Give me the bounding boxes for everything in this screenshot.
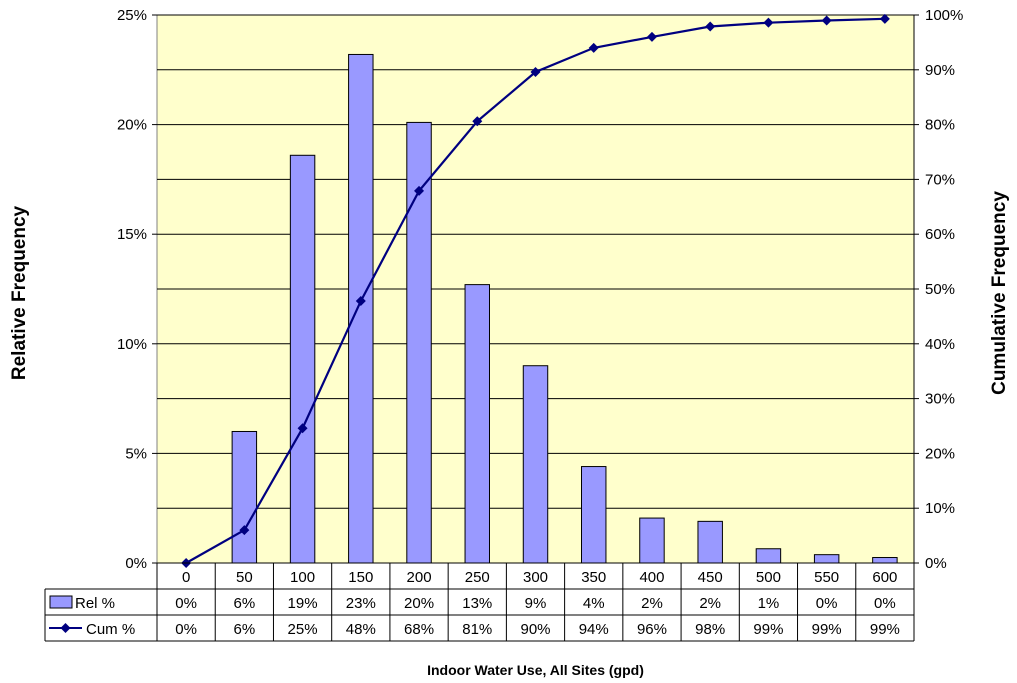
bar [522, 365, 549, 564]
cum-point [530, 66, 541, 77]
table-cell-rel: 0% [175, 595, 197, 612]
table-cell-cum: 99% [812, 621, 842, 638]
bar [289, 154, 316, 564]
x-category-label: 150 [348, 569, 373, 586]
x-category-label: 300 [523, 569, 548, 586]
cum-point [239, 525, 250, 536]
table-cell-cum: 0% [175, 621, 197, 638]
table-cell-cum: 96% [637, 621, 667, 638]
cum-point [414, 185, 425, 196]
y2-axis-title: Cumulative Frequency [989, 191, 1010, 395]
legend-key-cum-marker [60, 623, 71, 633]
left-axis: 0% 5% 10% 15% 20% 25% [117, 7, 157, 572]
x-category-label: 500 [756, 569, 781, 586]
table-cell-rel: 23% [346, 595, 376, 612]
y2-tick-label: 70% [925, 171, 955, 188]
x-axis-title: Indoor Water Use, All Sites (gpd) [427, 662, 644, 678]
table-cell-rel: 9% [525, 595, 547, 612]
bar [348, 53, 374, 564]
y-tick-label: 10% [117, 336, 147, 353]
table-cell-cum: 99% [753, 621, 783, 638]
x-category-label: 550 [814, 569, 839, 586]
y-tick-label: 5% [125, 445, 147, 462]
table-cell-rel: 1% [758, 595, 780, 612]
x-category-label: 0 [182, 569, 190, 586]
y-tick-label: 15% [117, 226, 147, 243]
right-axis: 0% 10% 20% 30% 40% 50% 60% 70% 80% 90% 100% [913, 7, 963, 572]
table-cell-cum: 94% [579, 621, 609, 638]
y2-tick-label: 90% [925, 62, 955, 79]
table-cell-rel: 13% [462, 595, 492, 612]
bar [872, 557, 898, 564]
y2-tick-label: 30% [925, 391, 955, 408]
x-category-label: 350 [581, 569, 606, 586]
cum-point [705, 21, 716, 32]
table-cell-cum: 98% [695, 621, 725, 638]
cum-point [646, 31, 657, 42]
y-axis-title: Relative Frequency [9, 205, 30, 380]
bar [639, 517, 665, 564]
bar [813, 554, 840, 564]
x-category-label: 50 [236, 569, 253, 586]
table-cell-rel: 6% [234, 595, 256, 612]
y2-tick-label: 60% [925, 226, 955, 243]
y2-tick-label: 40% [925, 336, 955, 353]
cum-point [297, 423, 308, 434]
y2-tick-label: 10% [925, 500, 955, 517]
x-category-label: 200 [407, 569, 432, 586]
cum-point [763, 17, 774, 28]
x-category-label: 400 [639, 569, 664, 586]
cum-point [879, 13, 890, 24]
table-cell-rel: 0% [816, 595, 838, 612]
table-cell-cum: 99% [870, 621, 900, 638]
y-tick-label: 0% [125, 555, 147, 572]
legend-label-rel: Rel % [75, 595, 115, 612]
data-table: 0 0% 0% 50 6% 6% 100 19% 25% 150 23% 48% 200 20% 68% 25… [44, 562, 915, 642]
cum-point [588, 42, 599, 53]
y2-tick-label: 50% [925, 281, 955, 298]
table-cell-cum: 68% [404, 621, 434, 638]
cum-point [821, 15, 832, 26]
table-cell-cum: 81% [462, 621, 492, 638]
y2-tick-label: 0% [925, 555, 947, 572]
x-category-label: 600 [872, 569, 897, 586]
table-cell-rel: 19% [288, 595, 318, 612]
legend-label-cum: Cum % [86, 621, 135, 638]
table-cell-cum: 48% [346, 621, 376, 638]
cum-point [472, 116, 483, 127]
table-cell-rel: 20% [404, 595, 434, 612]
y2-tick-label: 80% [925, 117, 955, 134]
bar [581, 466, 607, 564]
x-category-label: 450 [698, 569, 723, 586]
legend-key-rel [49, 595, 73, 609]
bar [231, 430, 258, 564]
y2-tick-label: 20% [925, 445, 955, 462]
table-cell-rel: 2% [641, 595, 663, 612]
x-category-label: 100 [290, 569, 315, 586]
table-cell-rel: 2% [699, 595, 721, 612]
cum-point [355, 296, 366, 307]
y2-tick-label: 100% [925, 7, 963, 24]
table-cell-cum: 6% [234, 621, 256, 638]
table-cell-rel: 0% [874, 595, 896, 612]
bar-series-rel [231, 53, 898, 564]
y-tick-label: 25% [117, 7, 147, 24]
bar [464, 284, 490, 564]
table-cell-rel: 4% [583, 595, 605, 612]
bar [697, 520, 723, 564]
x-category-label: 250 [465, 569, 490, 586]
line-series-cum [181, 13, 890, 568]
bar [755, 548, 782, 564]
table-cell-cum: 90% [520, 621, 550, 638]
table-cell-cum: 25% [288, 621, 318, 638]
y-tick-label: 20% [117, 117, 147, 134]
